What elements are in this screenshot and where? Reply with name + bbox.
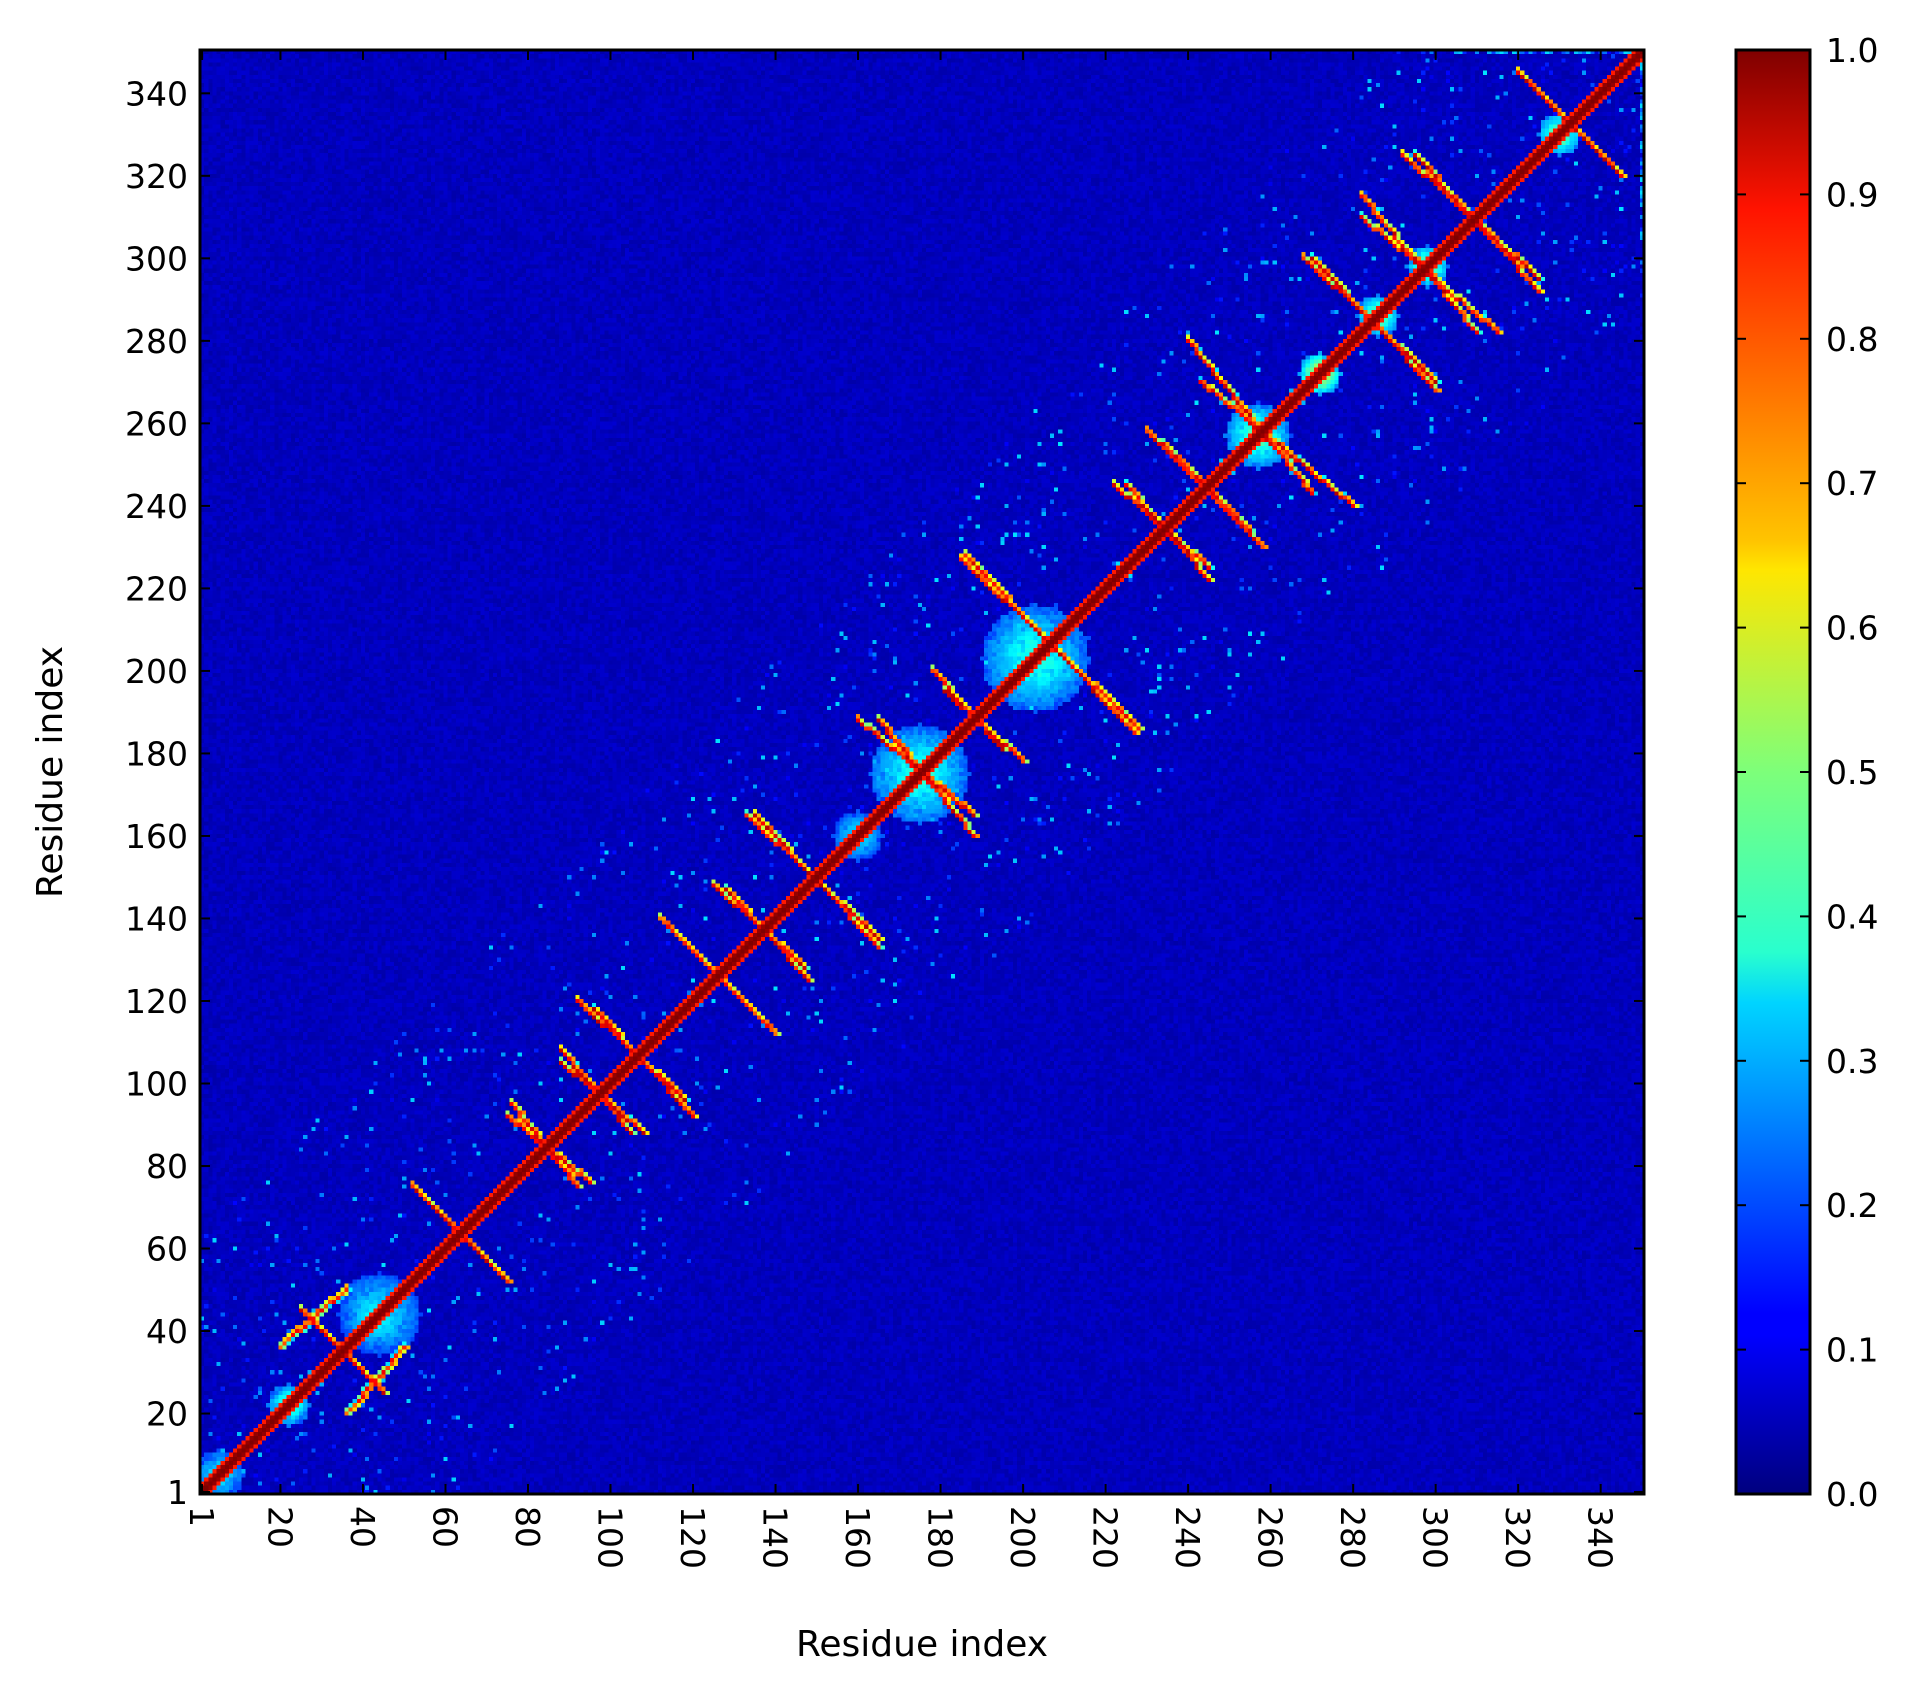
- x-tick-label: 120: [673, 1506, 712, 1569]
- colorbar-tick-label: 0.6: [1826, 609, 1878, 648]
- y-tick-label: 60: [146, 1230, 188, 1269]
- y-tick-label: 340: [125, 74, 188, 113]
- y-tick-label: 120: [125, 982, 188, 1021]
- y-axis-ticks: 1204060801001201401601802002202402602803…: [125, 74, 1644, 1512]
- y-tick-label: 300: [125, 239, 188, 278]
- y-tick-label: 40: [146, 1312, 188, 1351]
- x-tick-label: 300: [1416, 1506, 1455, 1569]
- colorbar-ticks: 0.0 0.1 0.2 0.3 0.4 0.5 0.6 0.7 0.8 0.9 1.0: [1736, 31, 1878, 1514]
- colorbar-tick-label: 0.1: [1826, 1331, 1878, 1370]
- y-tick-label: 20: [146, 1395, 188, 1434]
- x-tick-label: 140: [756, 1506, 795, 1569]
- colorbar-tick-label: 0.7: [1826, 464, 1878, 503]
- colorbar-tick-label: 0.3: [1826, 1042, 1878, 1081]
- colorbar-tick-label: 0.2: [1826, 1186, 1878, 1225]
- y-tick-label: 100: [125, 1064, 188, 1103]
- y-tick-label: 1: [167, 1473, 188, 1512]
- x-tick-label: 160: [838, 1506, 877, 1569]
- colorbar-tick-label: 0.9: [1826, 175, 1878, 214]
- x-tick-label: 200: [1003, 1506, 1042, 1569]
- y-tick-label: 280: [125, 322, 188, 361]
- x-tick-label: 340: [1581, 1506, 1620, 1569]
- x-tick-label: 260: [1251, 1506, 1290, 1569]
- x-axis-label: Residue index: [796, 1624, 1048, 1665]
- x-tick-label: 60: [425, 1506, 464, 1548]
- y-tick-label: 200: [125, 652, 188, 691]
- colorbar-tick-label: 1.0: [1826, 31, 1878, 70]
- x-tick-label: 320: [1498, 1506, 1537, 1569]
- y-tick-label: 140: [125, 899, 188, 938]
- x-tick-label: 1: [182, 1506, 221, 1527]
- colorbar-tick-label: 0.5: [1826, 753, 1878, 792]
- y-tick-label: 260: [125, 404, 188, 443]
- y-axis-label: Residue index: [30, 646, 71, 898]
- y-tick-label: 180: [125, 734, 188, 773]
- y-tick-label: 320: [125, 157, 188, 196]
- heatmap-plot-area: [200, 50, 1644, 1494]
- y-tick-label: 220: [125, 569, 188, 608]
- x-tick-label: 100: [591, 1506, 630, 1569]
- x-axis-ticks: 1 20 40 60 80 100 120 140 160 180 200 220 240 260 280 3…: [182, 50, 1620, 1569]
- x-tick-label: 80: [508, 1506, 547, 1548]
- x-tick-label: 240: [1168, 1506, 1207, 1569]
- heatmap-image: [200, 50, 1644, 1494]
- y-tick-label: 160: [125, 817, 188, 856]
- colorbar-tick-label: 0.4: [1826, 897, 1878, 936]
- y-tick-label: 80: [146, 1147, 188, 1186]
- y-tick-label: 240: [125, 487, 188, 526]
- x-tick-label: 280: [1333, 1506, 1372, 1569]
- plot-frame: [198, 48, 1646, 1496]
- x-tick-label: 20: [260, 1506, 299, 1548]
- colorbar: [1734, 48, 1812, 1496]
- colorbar-tick-label: 0.8: [1826, 320, 1878, 359]
- x-tick-label: 40: [343, 1506, 382, 1548]
- x-tick-label: 180: [921, 1506, 960, 1569]
- x-tick-label: 220: [1086, 1506, 1125, 1569]
- colorbar-tick-label: 0.0: [1826, 1475, 1878, 1514]
